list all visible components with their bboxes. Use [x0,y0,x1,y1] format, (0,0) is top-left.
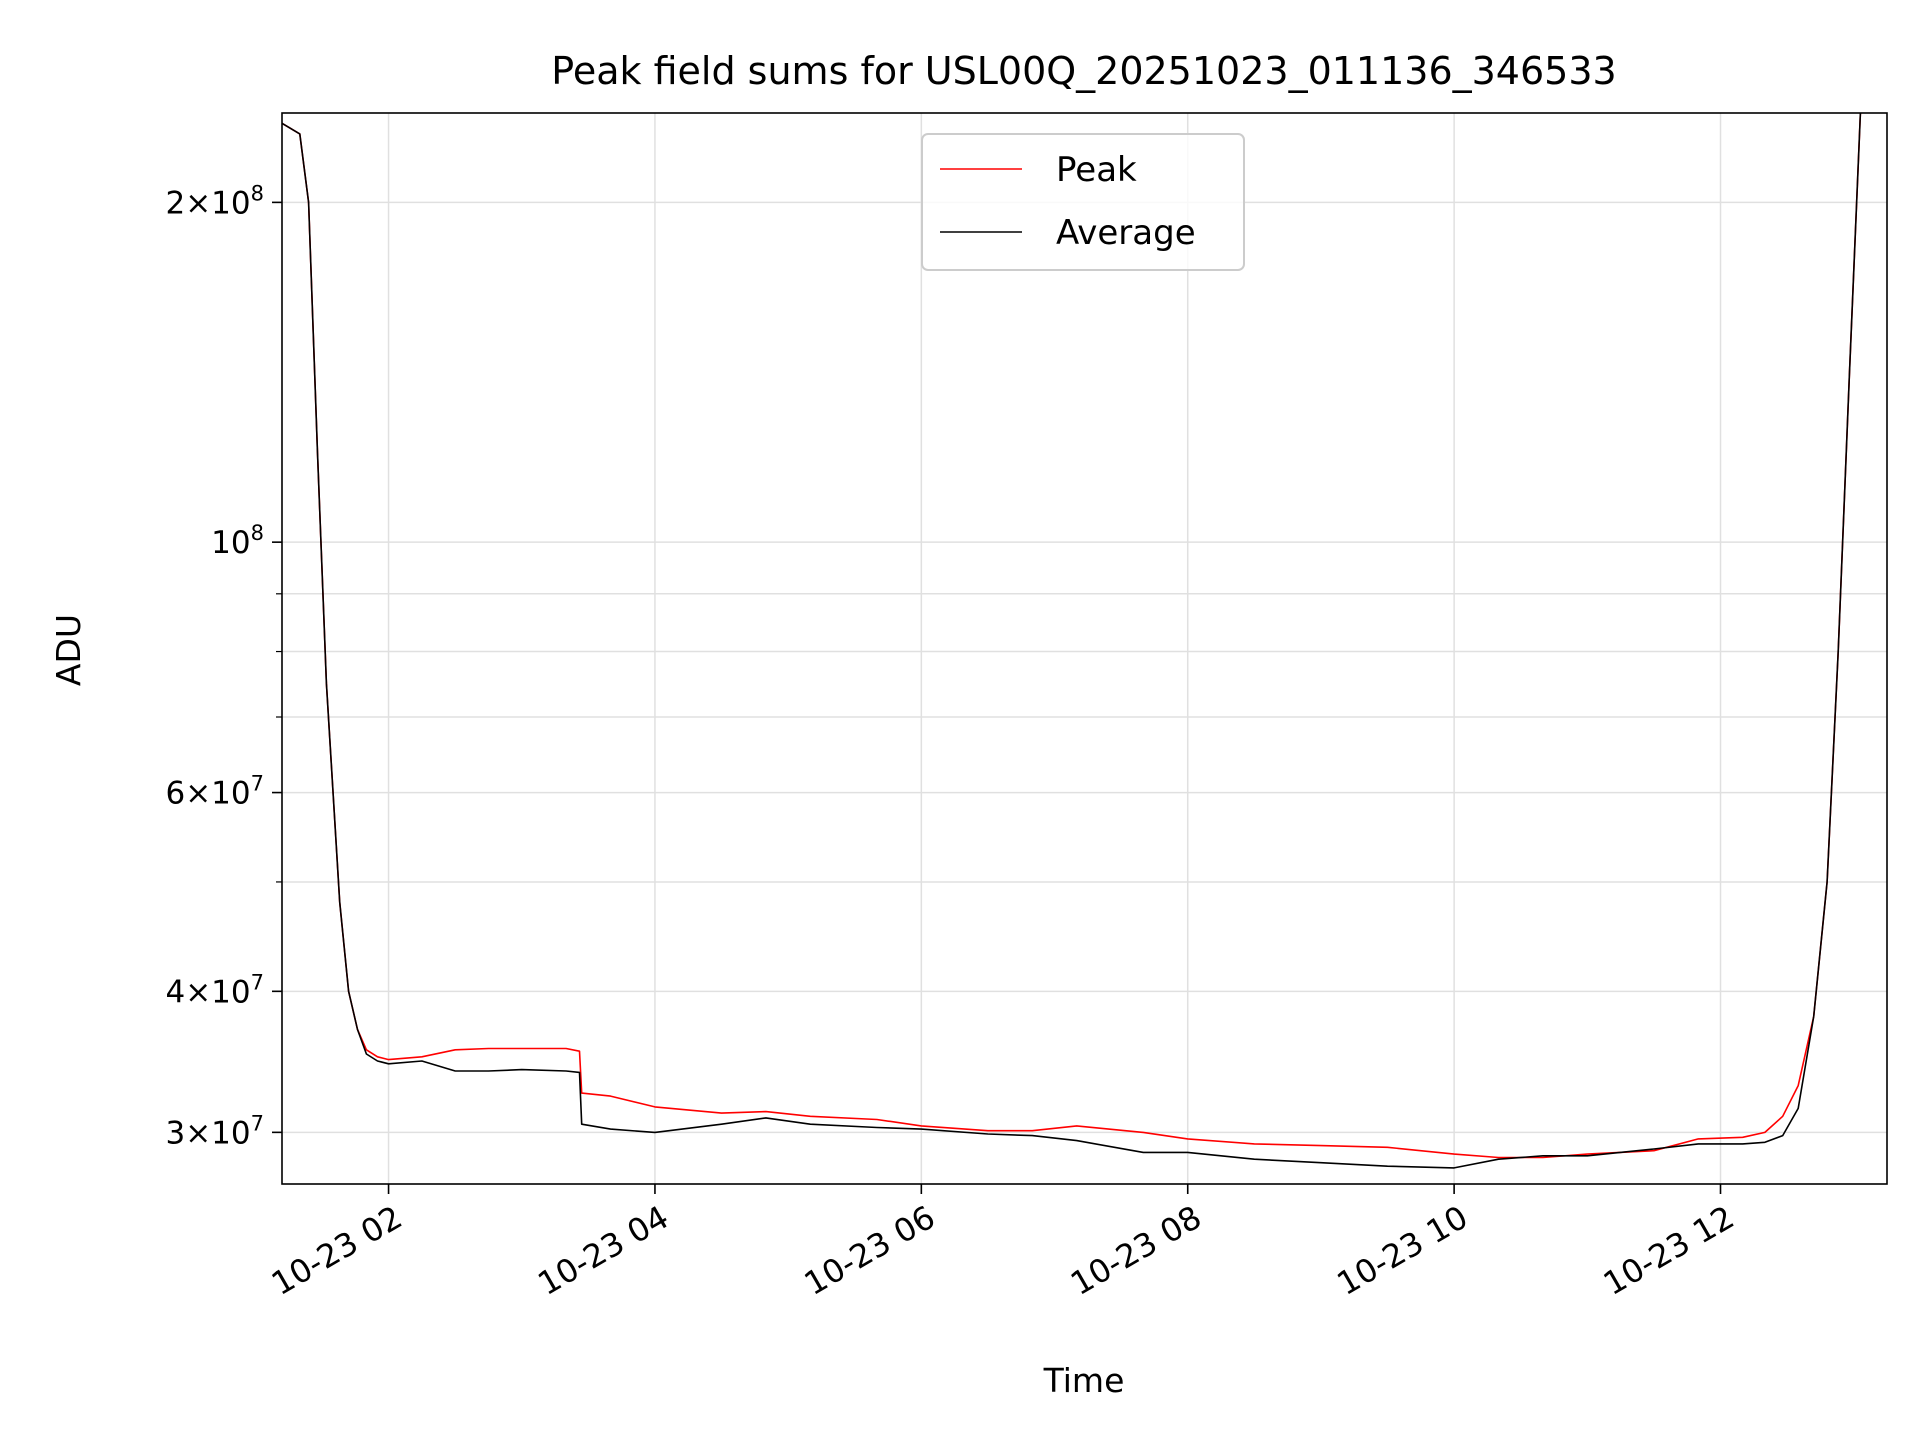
x-axis-label: Time [1043,1361,1125,1400]
y-tick-times: ×10 [185,185,250,221]
y-tick-base: 6 [165,776,185,812]
chart-title: Peak field sums for USL00Q_20251023_0111… [551,49,1616,93]
y-tick-label: 3×107 [165,1111,264,1151]
legend: Peak Average [921,133,1245,271]
legend-box [921,133,1245,271]
y-tick-exponent: 7 [251,772,264,796]
legend-label-peak: Peak [1056,150,1137,190]
y-tick-label: 6×107 [165,772,264,812]
y-tick-label: 4×107 [165,970,264,1010]
y-tick-exponent: 7 [251,1111,264,1135]
legend-label-average: Average [1056,213,1196,253]
y-tick-times: ×10 [185,1115,250,1151]
y-tick-ten: 10 [211,525,250,561]
plot-lines [282,113,1862,1169]
y-tick-base: 2 [165,185,185,221]
plot-frame [281,112,1888,1185]
y-tick-base: 3 [165,1115,185,1151]
y-tick-times: ×10 [185,974,250,1010]
series-line-peak [282,113,1862,1159]
y-tick-label: 2×108 [165,181,264,221]
series-line-average [282,113,1862,1169]
y-axis-label: ADU [49,614,88,686]
y-tick-label: 108 [211,521,264,561]
y-tick-exponent: 8 [251,521,264,545]
y-tick-base: 4 [165,974,185,1010]
y-tick-times: ×10 [185,776,250,812]
y-tick-exponent: 8 [251,181,264,205]
y-tick-exponent: 7 [251,970,264,994]
